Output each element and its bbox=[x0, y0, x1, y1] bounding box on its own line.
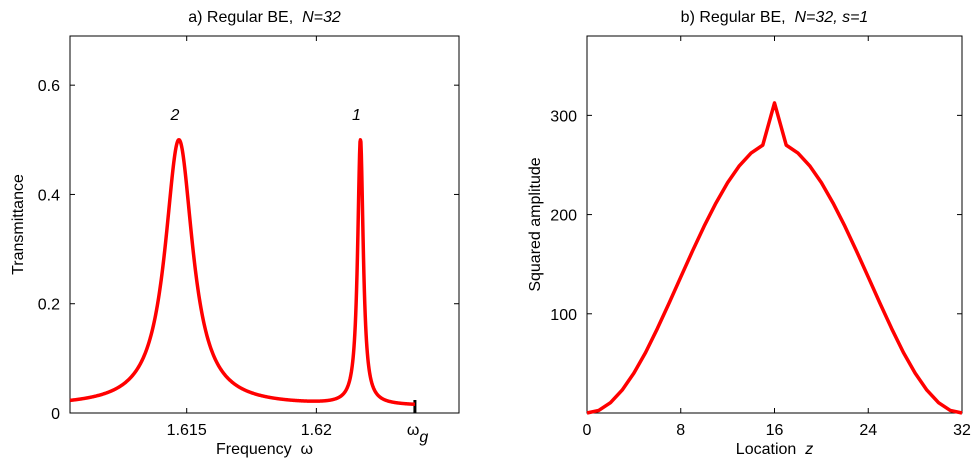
panel-b-squared-amplitude-chart: 100 200 300 0 8 16 24 32 b) Regular BE, N=32, s=… bbox=[527, 9, 971, 458]
plot-frame bbox=[69, 35, 460, 414]
y-tick-label: 0.4 bbox=[38, 187, 60, 204]
y-tick-label: 0 bbox=[51, 406, 60, 423]
y-tick-label: 300 bbox=[550, 108, 577, 125]
y-tick-label: 100 bbox=[550, 307, 577, 324]
x-tick-label: 1.615 bbox=[167, 422, 207, 439]
x-tick-label: 8 bbox=[676, 422, 685, 439]
x-tick-label: 0 bbox=[583, 422, 592, 439]
peak-label: 2 bbox=[169, 107, 179, 124]
y-axis-label: Transmittance bbox=[10, 174, 27, 275]
chart-title: b) Regular BE, N=32, s=1 bbox=[681, 9, 869, 26]
y-axis-label: Squared amplitude bbox=[527, 157, 544, 291]
x-tick-label: 16 bbox=[766, 422, 784, 439]
x-tick-label: 32 bbox=[953, 422, 971, 439]
y-tick-label: 200 bbox=[550, 208, 577, 225]
peak-label: 1 bbox=[352, 107, 361, 124]
data-series-line bbox=[586, 101, 963, 415]
chart-title: a) Regular BE, N=32 bbox=[188, 9, 341, 26]
panel-a-transmittance-chart: 0 0.2 0.4 0.6 1.615 1.62 ωg 2 1 a) Regular BE, N=… bbox=[10, 9, 460, 458]
x-tick-label: 24 bbox=[859, 422, 877, 439]
x-tick-label: 1.62 bbox=[301, 422, 332, 439]
x-axis-label: Frequency ω bbox=[216, 441, 313, 458]
omega-g-tick-label: ωg bbox=[407, 422, 429, 446]
y-tick-label: 0.2 bbox=[38, 297, 60, 314]
data-series-line bbox=[68, 138, 417, 407]
y-tick-label: 0.6 bbox=[38, 78, 60, 95]
x-axis-label: Location z bbox=[736, 441, 813, 458]
